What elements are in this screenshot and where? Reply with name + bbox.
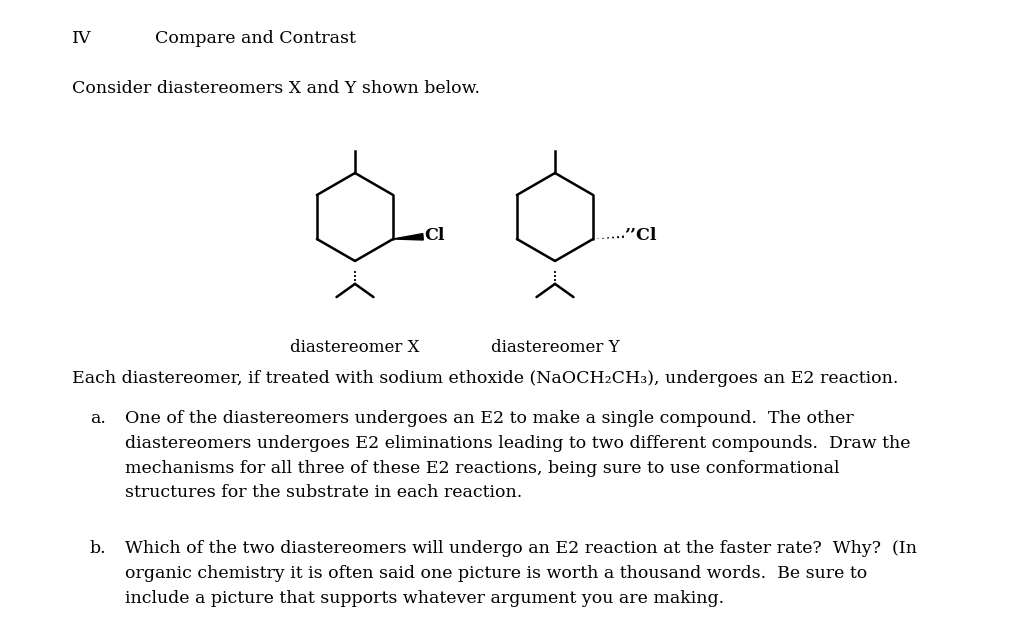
Text: ’’Cl: ’’Cl [624, 228, 657, 245]
Text: Consider diastereomers X and Y shown below.: Consider diastereomers X and Y shown bel… [72, 80, 480, 97]
Text: IV: IV [72, 30, 92, 47]
Text: a.: a. [89, 410, 106, 427]
Text: b.: b. [89, 540, 107, 557]
Text: Which of the two diastereomers will undergo an E2 reaction at the faster rate?  : Which of the two diastereomers will unde… [125, 540, 917, 607]
Text: Each diastereomer, if treated with sodium ethoxide (NaOCH₂CH₃), undergoes an E2 : Each diastereomer, if treated with sodiu… [72, 370, 898, 387]
Text: diastereomer X: diastereomer X [290, 339, 420, 356]
Polygon shape [394, 234, 423, 240]
Text: One of the diastereomers undergoes an E2 to make a single compound.  The other
d: One of the diastereomers undergoes an E2… [125, 410, 910, 501]
Text: Cl: Cl [424, 228, 444, 245]
Text: diastereomer Y: diastereomer Y [490, 339, 619, 356]
Text: Compare and Contrast: Compare and Contrast [155, 30, 356, 47]
